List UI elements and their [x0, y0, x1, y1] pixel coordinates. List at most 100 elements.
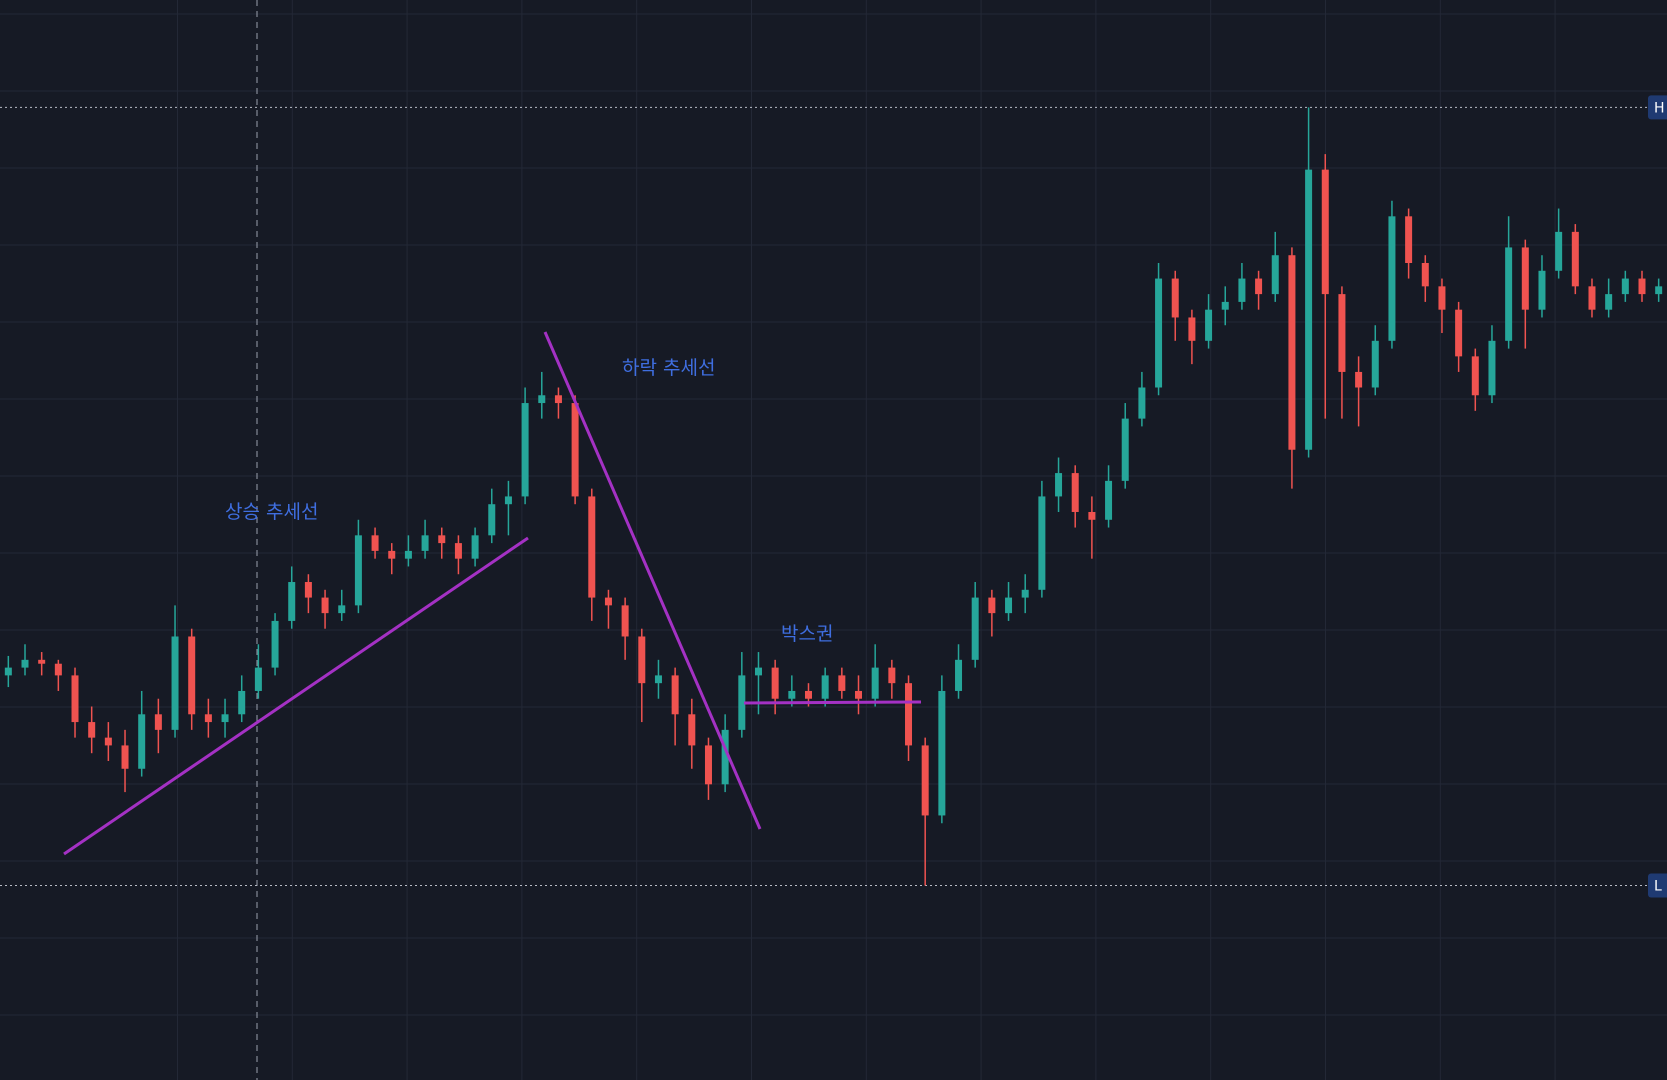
candle-body — [688, 714, 696, 746]
candle-body — [121, 745, 129, 769]
candle-body — [871, 667, 879, 699]
candle-body — [21, 659, 29, 668]
candle-body — [171, 636, 179, 730]
candle-body — [271, 620, 279, 668]
candle-body — [1421, 262, 1429, 287]
candle-body — [1588, 286, 1596, 310]
candle-body — [955, 659, 963, 691]
candle-body — [1455, 309, 1463, 357]
candle-body — [1138, 387, 1146, 419]
candle-body — [1438, 286, 1446, 310]
candle-body — [388, 550, 396, 559]
candle-body — [1021, 589, 1029, 598]
candle-body — [321, 597, 329, 614]
candle-body — [88, 722, 96, 738]
downtrend-line — [543, 331, 762, 830]
candle-body — [421, 535, 429, 551]
candle-body — [1221, 301, 1229, 310]
candle-body — [1505, 247, 1513, 341]
candle-body — [1121, 418, 1129, 481]
candle-body — [1355, 371, 1363, 388]
level-label: H — [1654, 100, 1665, 116]
candle-body — [4, 667, 12, 676]
candle-body — [1605, 294, 1613, 310]
candle-body — [521, 403, 529, 497]
candle-body — [488, 504, 496, 536]
candle-body — [588, 496, 596, 598]
candle-body — [938, 690, 946, 816]
candle-body — [971, 597, 979, 660]
candle-body — [138, 714, 146, 769]
candle-body — [1488, 340, 1496, 396]
annotation: 상승 추세선 — [225, 501, 318, 523]
candle-body — [738, 675, 746, 730]
candle-body — [221, 714, 229, 723]
candle-body — [1321, 169, 1329, 295]
candle-body — [554, 395, 562, 404]
candle-body — [1638, 278, 1646, 295]
candle-body — [1071, 473, 1079, 512]
candle-body — [788, 690, 796, 699]
candle-body — [1171, 278, 1179, 318]
candle-body — [1088, 511, 1096, 520]
candle-body — [104, 737, 112, 746]
candle-body — [1238, 278, 1246, 302]
candle-body — [905, 683, 913, 746]
candle-body — [1188, 317, 1196, 341]
candle-body — [1055, 473, 1063, 497]
candle-body — [438, 535, 446, 544]
candle-body — [38, 659, 46, 664]
candle-body — [604, 597, 612, 606]
candle-body — [71, 675, 79, 723]
level-tag — [1648, 873, 1667, 898]
candle-body — [1388, 216, 1396, 341]
candle-body — [754, 667, 762, 676]
candle-body — [1471, 356, 1479, 396]
candle-body — [1405, 216, 1413, 263]
candle-body — [1521, 247, 1529, 310]
candle-body — [1271, 255, 1279, 295]
candle-body — [204, 714, 212, 723]
candle-body — [1338, 294, 1346, 372]
candle-body — [704, 745, 712, 785]
candle-body — [1538, 270, 1546, 310]
candle-body — [654, 675, 662, 684]
candle-body — [538, 395, 546, 404]
candle-body — [988, 597, 996, 614]
candle-body — [371, 535, 379, 551]
candle-body — [921, 745, 929, 816]
candle-body — [771, 667, 779, 699]
candles — [4, 107, 1663, 886]
candle-body — [855, 690, 863, 699]
candle-body — [471, 535, 479, 559]
candle-body — [338, 605, 346, 614]
candle-body — [1005, 597, 1013, 614]
uptrend-line — [63, 536, 529, 856]
annotation: 박스권 — [781, 623, 833, 645]
candle-body — [1105, 480, 1113, 520]
candle-body — [1305, 169, 1313, 450]
candle-body — [838, 675, 846, 691]
candle-body — [721, 729, 729, 785]
candle-body — [1038, 496, 1046, 590]
candle-body — [638, 636, 646, 684]
candle-body — [671, 675, 679, 715]
candle-body — [571, 403, 579, 497]
candle-body — [804, 690, 812, 699]
candle-body — [404, 550, 412, 559]
candle-body — [1255, 278, 1263, 295]
candle-body — [1621, 278, 1629, 295]
candle-body — [888, 667, 896, 684]
level-tag — [1648, 95, 1667, 120]
candle-body — [238, 690, 246, 715]
candle-body — [1555, 231, 1563, 271]
candle-body — [621, 605, 629, 637]
levels: HL — [0, 95, 1667, 898]
candle-body — [304, 582, 312, 598]
candle-body — [354, 535, 362, 606]
candle-body — [1288, 255, 1296, 450]
candle-body — [154, 714, 162, 730]
level-label: L — [1654, 878, 1662, 894]
annotation: 하락 추세선 — [622, 357, 715, 379]
